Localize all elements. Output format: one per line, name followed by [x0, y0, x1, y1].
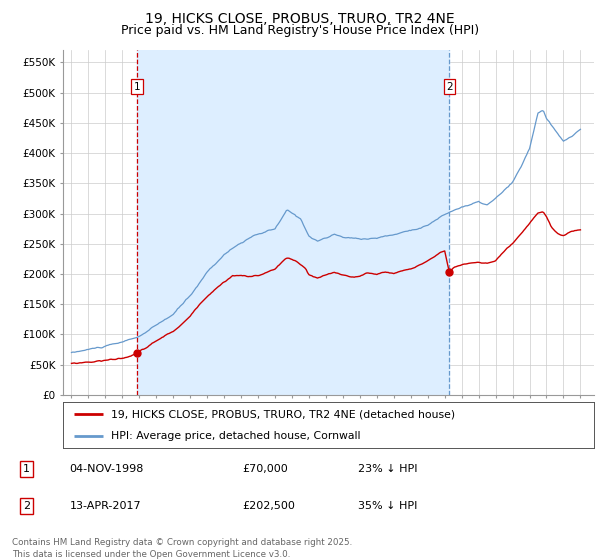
- Bar: [137, 50, 449, 395]
- Text: 23% ↓ HPI: 23% ↓ HPI: [358, 464, 417, 474]
- Text: 35% ↓ HPI: 35% ↓ HPI: [358, 501, 417, 511]
- Text: Price paid vs. HM Land Registry's House Price Index (HPI): Price paid vs. HM Land Registry's House …: [121, 24, 479, 37]
- Text: £70,000: £70,000: [242, 464, 288, 474]
- Text: £202,500: £202,500: [242, 501, 295, 511]
- Text: 19, HICKS CLOSE, PROBUS, TRURO, TR2 4NE (detached house): 19, HICKS CLOSE, PROBUS, TRURO, TR2 4NE …: [111, 409, 455, 419]
- Text: 2: 2: [446, 82, 453, 92]
- Text: 19, HICKS CLOSE, PROBUS, TRURO, TR2 4NE: 19, HICKS CLOSE, PROBUS, TRURO, TR2 4NE: [145, 12, 455, 26]
- Text: 13-APR-2017: 13-APR-2017: [70, 501, 141, 511]
- Text: Contains HM Land Registry data © Crown copyright and database right 2025.
This d: Contains HM Land Registry data © Crown c…: [12, 538, 352, 559]
- Text: 1: 1: [133, 82, 140, 92]
- Text: 2: 2: [23, 501, 30, 511]
- Text: 04-NOV-1998: 04-NOV-1998: [70, 464, 144, 474]
- Text: HPI: Average price, detached house, Cornwall: HPI: Average price, detached house, Corn…: [111, 431, 360, 441]
- Text: 1: 1: [23, 464, 30, 474]
